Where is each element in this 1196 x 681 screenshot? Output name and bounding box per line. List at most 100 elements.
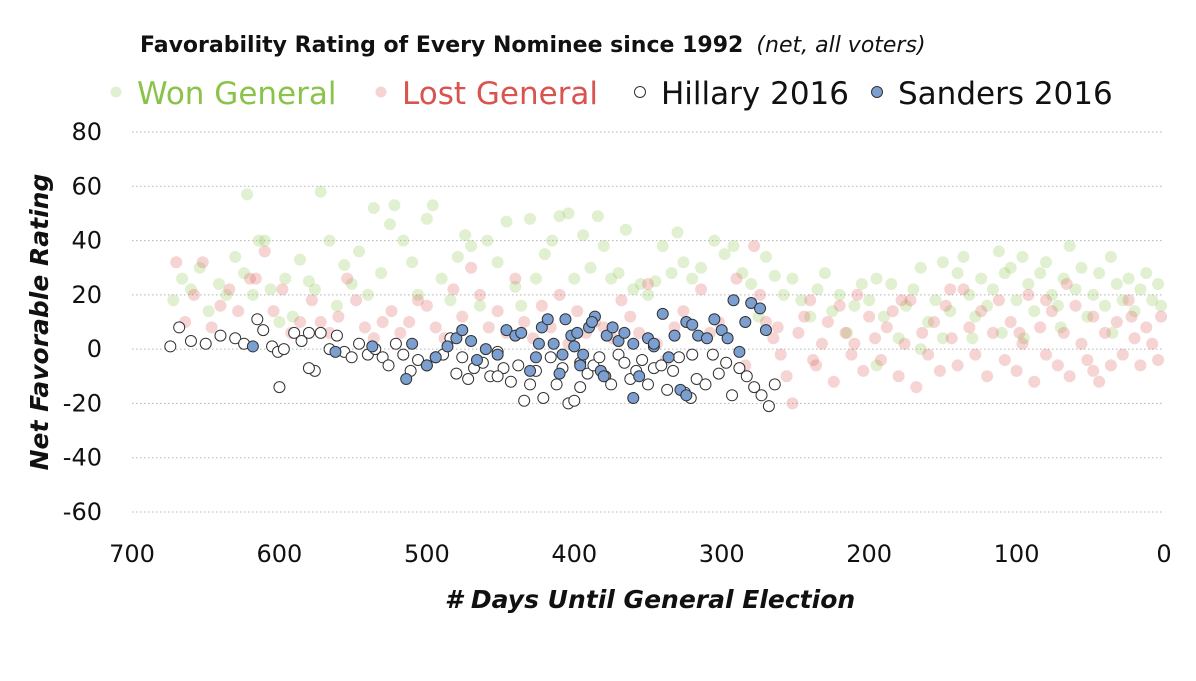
data-point — [491, 256, 504, 269]
data-point — [314, 316, 327, 328]
data-point — [470, 354, 483, 366]
data-point — [892, 370, 905, 383]
data-point — [382, 359, 395, 372]
data-point — [957, 283, 970, 296]
data-point — [615, 294, 628, 307]
data-point — [482, 321, 495, 334]
chart-title-note: (net, all voters) — [756, 33, 925, 58]
data-point — [553, 367, 566, 380]
data-point — [376, 316, 389, 328]
data-points — [164, 185, 1168, 413]
data-point — [1016, 250, 1029, 263]
data-point — [258, 245, 271, 258]
gridlines — [132, 131, 1164, 513]
data-point — [771, 321, 784, 334]
data-point — [708, 234, 721, 247]
data-point — [202, 305, 215, 318]
data-point — [762, 400, 775, 413]
data-point — [473, 299, 486, 312]
data-point — [745, 278, 758, 290]
data-point — [1040, 256, 1053, 269]
data-point — [473, 288, 486, 301]
data-point — [928, 316, 941, 328]
data-point — [384, 218, 396, 231]
data-point — [223, 283, 236, 296]
data-point — [605, 378, 618, 391]
data-point — [353, 337, 366, 350]
data-point — [279, 272, 292, 285]
data-point — [367, 202, 380, 214]
data-point — [375, 267, 388, 280]
data-point — [618, 326, 631, 339]
data-point — [205, 321, 218, 334]
legend-marker — [110, 86, 122, 98]
data-point — [1051, 359, 1064, 372]
data-point — [574, 359, 587, 372]
data-point — [577, 348, 590, 361]
data-point — [330, 329, 343, 342]
data-point — [546, 234, 559, 247]
data-point — [199, 337, 212, 350]
data-point — [500, 215, 513, 228]
data-point — [851, 288, 864, 301]
data-point — [627, 392, 640, 404]
data-point — [459, 229, 472, 242]
data-point — [815, 337, 828, 350]
data-point — [214, 329, 227, 342]
data-point — [568, 394, 581, 407]
data-point — [1017, 332, 1030, 345]
data-point — [251, 313, 264, 326]
data-point — [246, 340, 259, 353]
data-point — [1081, 310, 1094, 323]
data-point — [975, 305, 988, 318]
data-point — [406, 337, 419, 350]
data-point — [1122, 294, 1135, 307]
data-point — [1104, 250, 1117, 263]
data-point — [939, 299, 952, 312]
data-point — [456, 310, 469, 323]
data-point — [727, 294, 740, 307]
data-point — [295, 335, 308, 347]
data-point — [618, 356, 631, 369]
data-point — [537, 392, 550, 404]
data-point — [1155, 310, 1168, 323]
data-point — [214, 299, 227, 312]
y-tick-label: 80 — [71, 118, 102, 146]
data-point — [577, 229, 590, 242]
data-point — [288, 326, 301, 339]
data-point — [759, 324, 772, 337]
data-point — [1004, 261, 1017, 274]
data-point — [1087, 288, 1100, 301]
x-tick-label: 600 — [257, 540, 303, 568]
data-point — [193, 261, 206, 274]
data-point — [394, 326, 407, 339]
data-point — [465, 335, 478, 347]
data-point — [176, 272, 189, 285]
data-point — [397, 234, 410, 247]
data-point — [544, 351, 557, 364]
data-point — [1060, 278, 1073, 290]
data-point — [1069, 283, 1082, 296]
data-point — [330, 299, 343, 312]
data-point — [412, 294, 425, 307]
legend-item: Lost General — [375, 76, 598, 112]
legend-marker — [871, 86, 883, 98]
y-tick-label: 60 — [71, 172, 102, 200]
legend-item: Sanders 2016 — [871, 76, 1113, 112]
series-sanders-2016 — [246, 294, 772, 404]
data-point — [736, 267, 749, 280]
data-point — [647, 337, 660, 350]
data-point — [1140, 321, 1153, 334]
data-point — [863, 310, 876, 323]
data-point — [730, 272, 743, 285]
data-point — [571, 305, 584, 318]
data-point — [553, 210, 566, 223]
data-point — [550, 378, 563, 391]
data-point — [992, 245, 1005, 258]
data-point — [1004, 316, 1017, 328]
y-axis-ticks: 80 60 40 20 0 -20 -40 -60 — [63, 118, 102, 526]
data-point — [1116, 294, 1129, 307]
y-tick-label: 0 — [87, 335, 102, 363]
data-point — [633, 370, 646, 383]
data-point — [240, 188, 253, 201]
